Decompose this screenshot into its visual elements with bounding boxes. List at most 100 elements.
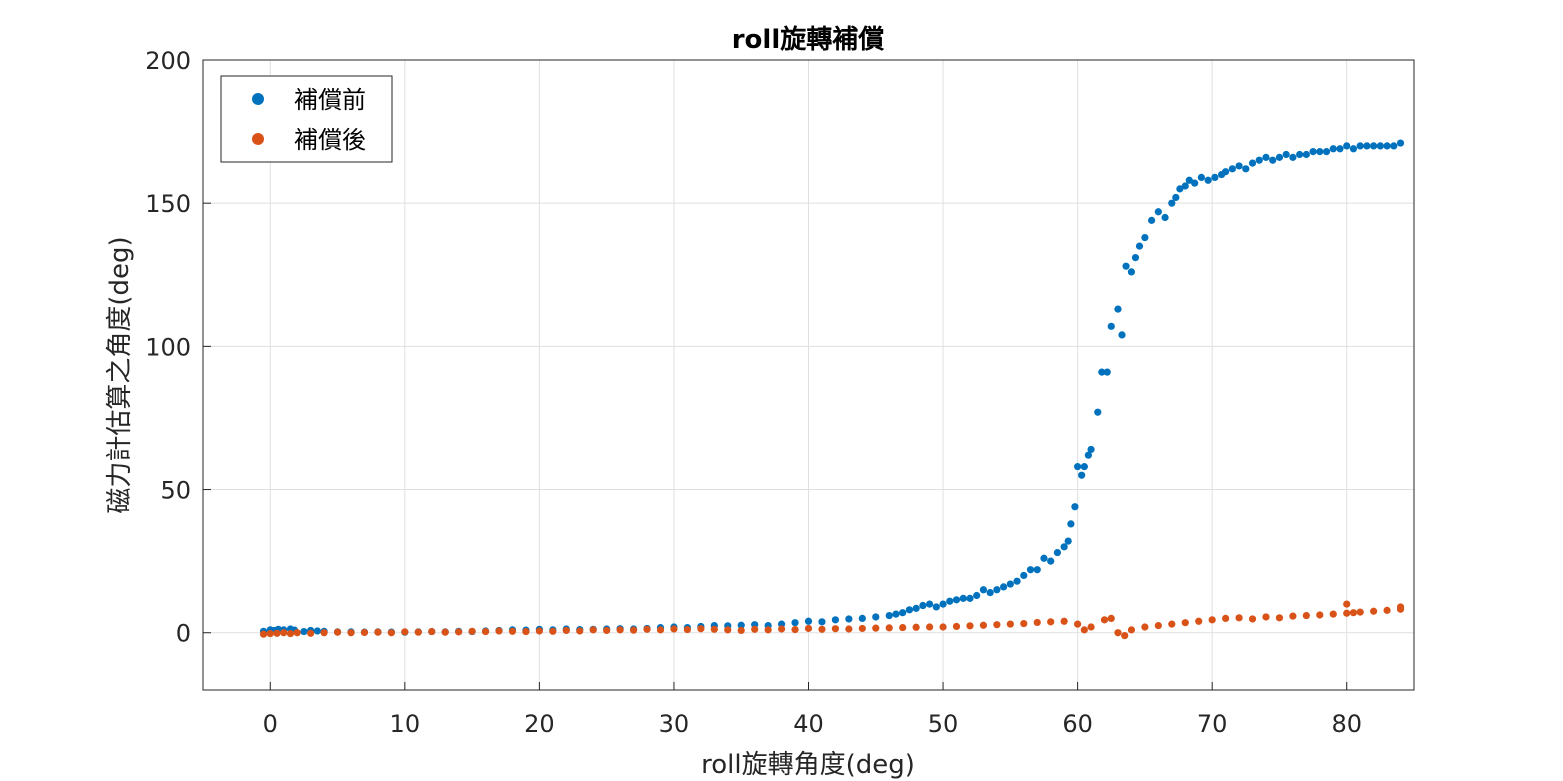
data-point: [1383, 142, 1391, 150]
y-tick-label: 50: [160, 477, 191, 505]
data-point: [1282, 150, 1290, 159]
data-point: [1071, 503, 1079, 511]
data-point: [1131, 253, 1140, 262]
data-point: [946, 597, 954, 605]
data-point: [1047, 557, 1055, 565]
data-point: [1168, 199, 1176, 207]
y-tick-label: 200: [145, 47, 191, 75]
data-point: [441, 628, 449, 636]
data-point: [1363, 142, 1371, 150]
data-point: [300, 627, 308, 636]
data-point: [1248, 615, 1257, 623]
data-point: [1172, 193, 1180, 202]
data-point: [751, 625, 759, 633]
data-point: [710, 625, 718, 633]
data-point: [1080, 626, 1088, 634]
data-point: [993, 586, 1001, 594]
data-point: [939, 600, 947, 608]
data-point: [1195, 617, 1203, 625]
data-point: [273, 629, 281, 637]
x-tick-label: 0: [263, 710, 278, 738]
data-point: [1197, 173, 1206, 182]
y-tick-label: 0: [176, 620, 191, 648]
data-point: [1390, 142, 1398, 150]
data-point: [737, 626, 745, 635]
data-point: [1275, 153, 1284, 161]
data-point: [259, 630, 268, 638]
x-tick-label: 50: [928, 710, 959, 738]
data-point: [1168, 620, 1176, 628]
data-point: [1329, 610, 1337, 618]
x-tick-label: 60: [1062, 710, 1093, 738]
data-point: [1191, 179, 1199, 187]
data-point: [1033, 566, 1041, 574]
data-point: [777, 625, 786, 633]
data-point: [1181, 182, 1189, 190]
data-point: [919, 601, 927, 610]
data-point: [1080, 463, 1088, 471]
data-point: [966, 622, 974, 630]
data-point: [804, 624, 813, 633]
data-point: [1396, 603, 1405, 611]
x-tick-label: 80: [1331, 710, 1362, 738]
x-tick-label: 70: [1197, 710, 1228, 738]
axis-ticks: 0 10 20 30 40 50 60 70 80 0 50 100 150 200: [145, 47, 1362, 738]
data-point: [1141, 233, 1149, 242]
data-point: [845, 615, 853, 623]
data-point: [1006, 580, 1014, 588]
data-point: [643, 625, 651, 633]
data-point: [791, 625, 799, 634]
data-point: [697, 625, 705, 633]
data-point: [1336, 145, 1344, 153]
data-point: [1309, 148, 1317, 156]
legend-marker-series-1: [252, 93, 264, 105]
data-point: [1006, 620, 1014, 628]
data-point: [791, 619, 799, 627]
data-point: [959, 594, 967, 602]
data-point: [333, 628, 342, 636]
data-point: [656, 626, 665, 634]
data-point: [307, 629, 315, 637]
data-point: [313, 627, 321, 635]
data-point: [280, 629, 288, 637]
y-tick-label: 150: [145, 190, 191, 218]
data-point: [1211, 173, 1219, 182]
data-point: [535, 627, 543, 635]
data-point: [1154, 621, 1162, 630]
data-point: [1185, 176, 1193, 184]
data-point: [1370, 607, 1378, 615]
data-point: [1127, 268, 1136, 276]
x-axis-title: roll旋轉角度(deg): [701, 750, 915, 780]
data-point: [1349, 609, 1358, 617]
data-point: [1269, 156, 1277, 164]
data-point: [1122, 262, 1130, 270]
data-point: [912, 604, 920, 612]
data-point: [1087, 623, 1095, 631]
data-point: [1296, 150, 1304, 159]
data-point: [603, 626, 611, 635]
data-point: [1127, 626, 1136, 634]
data-point: [1343, 600, 1351, 608]
data-point: [1349, 145, 1358, 153]
data-point: [1302, 150, 1310, 159]
data-point: [831, 616, 840, 624]
data-point: [1343, 142, 1351, 150]
data-point: [1084, 451, 1092, 459]
data-point: [1107, 614, 1115, 623]
data-point: [1275, 614, 1284, 622]
data-point: [1235, 614, 1243, 622]
x-tick-label: 20: [524, 710, 555, 738]
data-point: [1343, 609, 1351, 617]
data-point: [1098, 368, 1106, 376]
data-point: [1047, 618, 1055, 626]
data-point: [401, 628, 409, 636]
data-point: [1181, 619, 1189, 627]
x-tick-label: 30: [659, 710, 690, 738]
data-point: [1161, 213, 1169, 222]
data-point: [1316, 148, 1324, 156]
data-point: [1356, 142, 1364, 150]
data-point: [1204, 176, 1212, 184]
data-point: [1033, 618, 1041, 627]
data-point: [973, 591, 981, 600]
data-point: [1316, 611, 1324, 619]
